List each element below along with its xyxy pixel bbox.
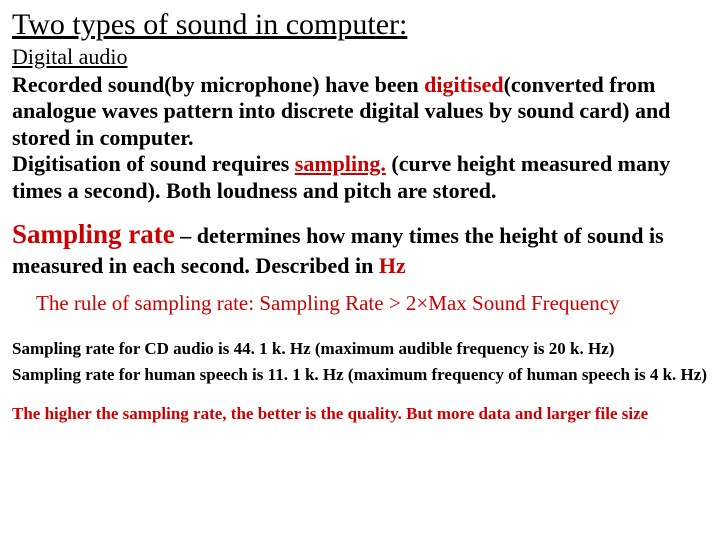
text-fragment: The rule of sampling rate: Sampling Rate… [36, 291, 416, 315]
text-fragment: – [175, 223, 197, 248]
unit-hz: Hz [379, 253, 406, 278]
page-title: Two types of sound in computer: [12, 8, 708, 42]
section-subtitle: Digital audio [12, 44, 708, 70]
paragraph-digital-audio: Recorded sound(by microphone) have been … [12, 72, 708, 204]
times-symbol: × [416, 291, 428, 315]
paragraph-sampling-rate: Sampling rate – determines how many time… [12, 218, 708, 279]
rule-of-sampling: The rule of sampling rate: Sampling Rate… [36, 291, 708, 316]
term-sampling-rate: Sampling rate [12, 219, 175, 249]
fact-human-speech: Sampling rate for human speech is 11. 1 … [12, 364, 708, 386]
text-fragment: Recorded sound(by microphone) have been [12, 72, 424, 97]
conclusion-line: The higher the sampling rate, the better… [12, 404, 708, 424]
text-fragment: Digitisation of sound requires [12, 151, 295, 176]
fact-cd-audio: Sampling rate for CD audio is 44. 1 k. H… [12, 338, 708, 360]
term-digitised: digitised [424, 72, 503, 97]
text-fragment: Max Sound Frequency [428, 291, 619, 315]
term-sampling: sampling. [295, 151, 386, 176]
